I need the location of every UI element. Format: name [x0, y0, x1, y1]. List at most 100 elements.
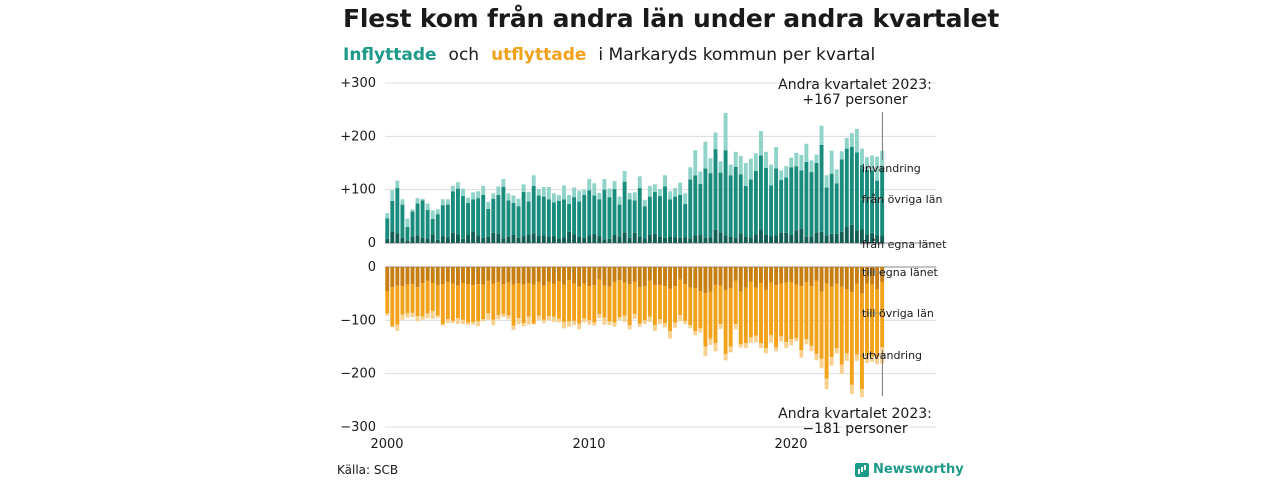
bar-egna-in [870, 232, 874, 243]
bar-utvandring [804, 339, 809, 345]
bar-invandring [663, 175, 667, 187]
bar-utvandring [819, 358, 824, 369]
series-label: till egna länet [862, 266, 938, 279]
bar-egna-out [420, 267, 425, 283]
bar-egna-in [622, 232, 627, 243]
bar-ovriga-in [764, 167, 768, 235]
bar-invandring [738, 156, 743, 175]
bar-egna-in [587, 235, 592, 243]
bar-invandring [546, 187, 551, 200]
bar-invandring [450, 185, 455, 192]
bar-egna-out [385, 267, 390, 291]
bar-egna-in [652, 233, 657, 243]
bar-ovriga-out [511, 284, 516, 326]
bar-ovriga-in [637, 188, 642, 237]
bar-ovriga-out [622, 282, 627, 316]
bar-ovriga-out [521, 284, 526, 323]
bar-ovriga-in [526, 201, 531, 235]
y-tick-label: 0 [368, 260, 376, 275]
bar-utvandring [844, 353, 849, 361]
bar-utvandring [779, 336, 784, 342]
bar-egna-in [435, 239, 440, 243]
bar-egna-out [708, 267, 713, 292]
bar-egna-out [718, 267, 723, 286]
bar-ovriga-out [592, 285, 597, 323]
bar-ovriga-out [632, 281, 637, 314]
bar-ovriga-in [839, 159, 844, 232]
bar-ovriga-out [400, 286, 405, 315]
bar-invandring [647, 185, 652, 197]
bar-ovriga-out [844, 289, 849, 354]
bar-ovriga-out [435, 285, 440, 316]
brand-name: Newsworthy [873, 462, 964, 477]
bar-egna-in [865, 234, 869, 243]
bar-egna-out [829, 267, 834, 287]
bar-utvandring [617, 317, 622, 320]
bar-egna-out [622, 267, 627, 283]
bar-invandring [551, 193, 556, 203]
bar-egna-out [425, 267, 430, 281]
bar-egna-out [562, 267, 566, 285]
bar-ovriga-in [814, 163, 819, 233]
bar-egna-out [612, 267, 617, 282]
bar-egna-in [860, 229, 864, 243]
bar-ovriga-out [799, 286, 804, 351]
series-label: invandring [862, 162, 921, 175]
bar-ovriga-out [415, 287, 420, 317]
bar-invandring [723, 112, 728, 151]
bar-utvandring [410, 312, 415, 318]
bar-egna-out [456, 267, 460, 286]
subtitle-inflyttade: Inflyttade [343, 45, 437, 65]
bar-invandring [753, 153, 758, 171]
bar-invandring [637, 176, 642, 189]
bar-utvandring [405, 313, 410, 318]
bar-utvandring [647, 316, 652, 322]
bar-ovriga-in [511, 203, 516, 235]
bar-egna-out [789, 267, 794, 282]
bar-utvandring [753, 335, 758, 343]
bar-utvandring [400, 314, 405, 320]
bar-egna-in [546, 236, 551, 243]
subtitle-och: och [448, 45, 480, 65]
bar-egna-in [658, 236, 662, 243]
bar-invandring [875, 156, 880, 181]
bar-egna-in [531, 233, 536, 243]
bar-utvandring [829, 357, 834, 366]
bar-utvandring [627, 325, 632, 330]
bar-ovriga-in [673, 196, 678, 238]
bar-egna-in [410, 236, 415, 243]
bar-egna-out [713, 267, 718, 286]
bar-egna-out [536, 267, 541, 282]
bar-egna-in [430, 234, 435, 243]
bar-egna-in [592, 233, 597, 243]
bar-utvandring [875, 357, 880, 365]
bar-utvandring [450, 320, 455, 323]
bar-invandring [405, 218, 410, 227]
bar-ovriga-out [875, 289, 880, 358]
x-tick-label: 2020 [774, 437, 807, 452]
bar-ovriga-in [557, 200, 561, 239]
bar-utvandring [531, 323, 536, 325]
bar-ovriga-out [496, 281, 501, 315]
bar-utvandring [456, 318, 460, 325]
bar-invandring [456, 182, 460, 189]
bar-egna-in [516, 237, 521, 243]
bar-ovriga-in [718, 172, 723, 233]
bar-ovriga-out [668, 288, 672, 331]
bar-egna-in [794, 230, 799, 243]
bar-egna-out [486, 267, 491, 281]
bar-egna-in [733, 237, 738, 243]
bar-ovriga-in [759, 155, 763, 230]
bar-ovriga-out [748, 281, 753, 338]
bar-utvandring [703, 346, 708, 357]
bar-ovriga-in [471, 199, 476, 232]
bar-ovriga-out [597, 279, 602, 314]
bar-ovriga-out [546, 281, 551, 317]
bar-ovriga-in [440, 205, 445, 237]
bar-egna-out [541, 267, 546, 286]
bar-egna-in [400, 237, 405, 243]
bar-invandring [799, 155, 804, 171]
bar-ovriga-out [506, 282, 511, 316]
bar-egna-in [420, 237, 425, 243]
bar-egna-out [567, 267, 571, 281]
